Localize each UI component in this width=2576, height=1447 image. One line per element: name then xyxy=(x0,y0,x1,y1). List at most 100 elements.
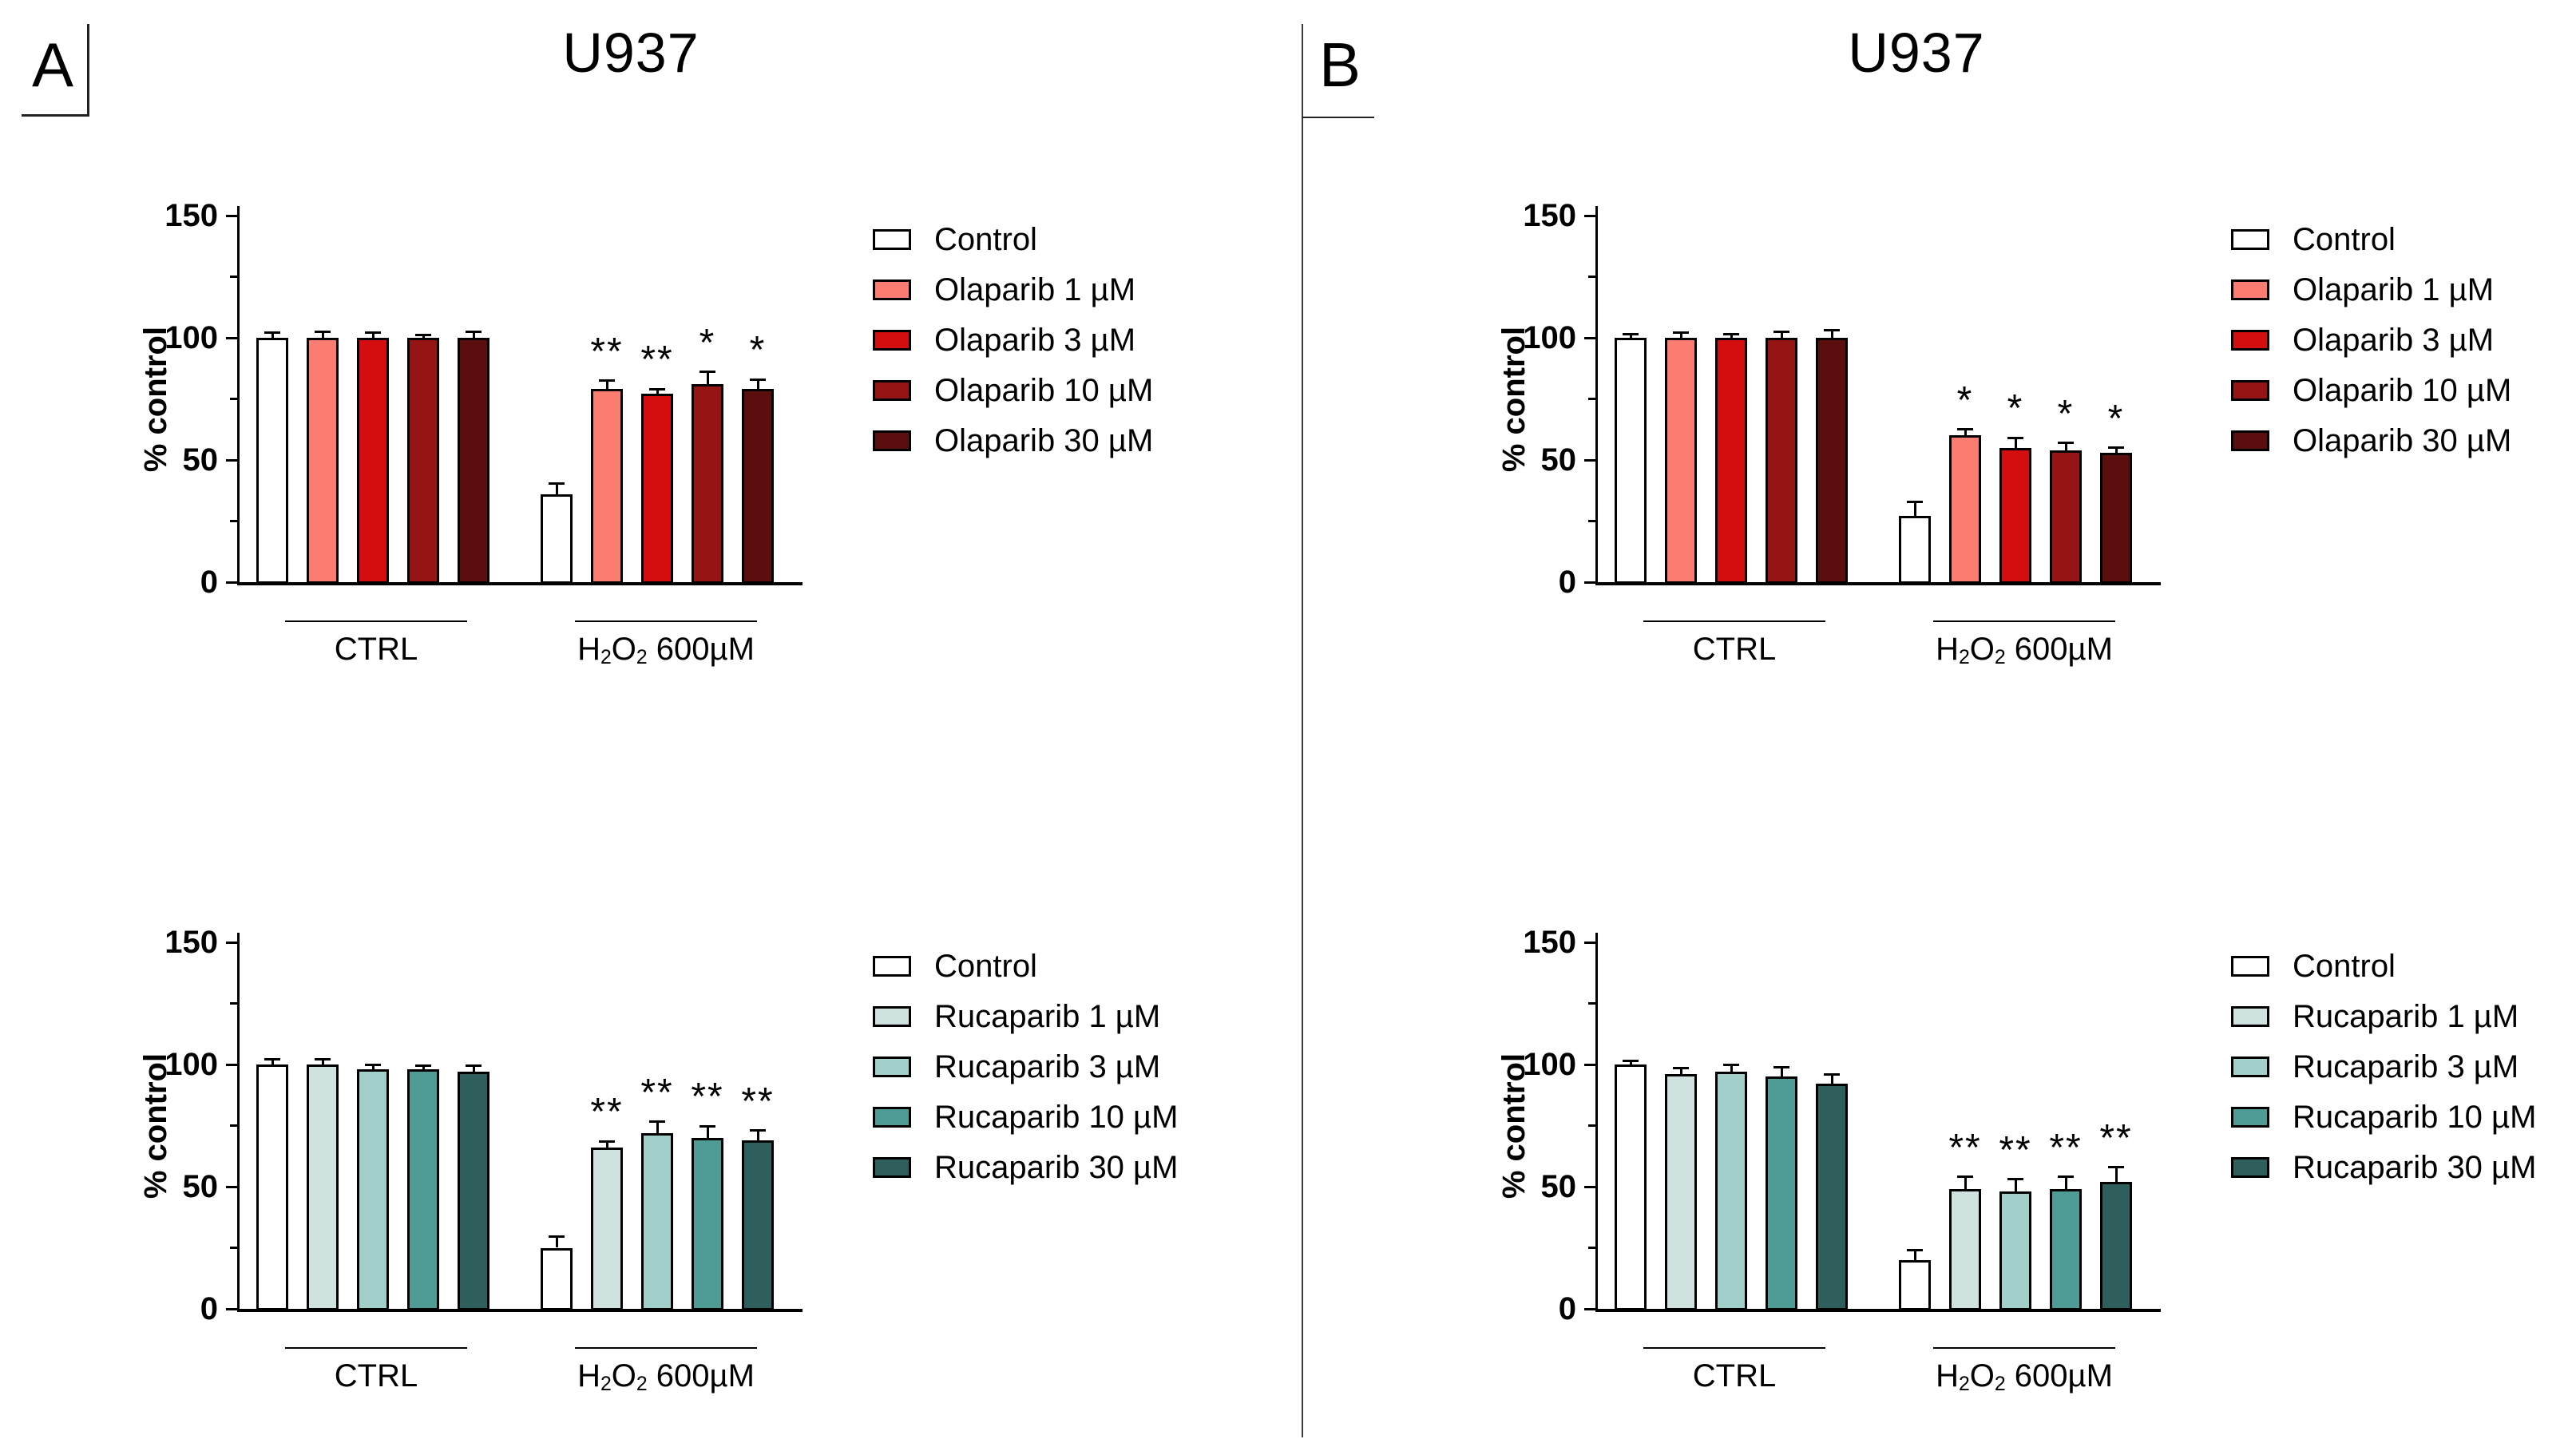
label-text: O xyxy=(611,632,636,667)
bar-rucaparib-3-m-h2o2 xyxy=(641,1132,673,1310)
y-axis-tick-label: 50 xyxy=(1540,442,1577,478)
legend-label: Olaparib 10 µM xyxy=(2293,373,2512,408)
label-text: 600µM xyxy=(647,632,755,667)
x-axis xyxy=(1595,1309,2161,1312)
legend-swatch xyxy=(2231,279,2269,300)
y-axis-minor-tick xyxy=(230,1002,237,1005)
label-text: 600µM xyxy=(2005,632,2113,667)
bar-olaparib-1-m-h2o2 xyxy=(591,389,623,584)
bar-rucaparib-1-m-ctrl xyxy=(1665,1074,1697,1310)
error-bar-line xyxy=(371,1064,375,1070)
legend-label: Olaparib 1 µM xyxy=(2293,272,2495,307)
panel-b-underline xyxy=(1302,117,1374,118)
y-axis-major-tick xyxy=(1584,941,1595,944)
legend-swatch xyxy=(2231,1157,2269,1178)
error-bar-cap xyxy=(599,1140,615,1143)
y-axis-minor-tick xyxy=(1588,276,1595,278)
x-axis xyxy=(237,1309,803,1312)
bar-control-h2o2 xyxy=(541,494,573,584)
error-bar-line xyxy=(1913,1250,1916,1260)
error-bar-cap xyxy=(365,331,381,335)
error-bar-line xyxy=(2014,438,2017,448)
error-bar-cap xyxy=(1673,331,1689,335)
label-text: H xyxy=(1936,1358,1959,1393)
error-bar-line xyxy=(271,332,274,338)
bar-olaparib-30-m-ctrl xyxy=(1816,338,1848,584)
y-axis-tick-label: 100 xyxy=(1523,1047,1576,1082)
error-bar-line xyxy=(472,331,475,338)
group-underline xyxy=(575,620,757,622)
error-bar-cap xyxy=(1773,1065,1789,1068)
bar-rucaparib-1-m-h2o2 xyxy=(1949,1189,1981,1310)
group-underline xyxy=(1933,620,2115,622)
bar-rucaparib-30-m-ctrl xyxy=(458,1072,489,1310)
error-bar-line xyxy=(1629,1060,1632,1064)
error-bar-cap xyxy=(699,1124,715,1128)
subscript-text: 2 xyxy=(1994,1374,2006,1396)
error-bar-line xyxy=(1913,501,1916,517)
label-text: CTRL xyxy=(334,1358,418,1393)
panel-b-letter: B xyxy=(1319,30,1361,100)
error-bar-line xyxy=(2114,447,2118,453)
label-text: O xyxy=(1969,1358,1995,1393)
panel-separator-line xyxy=(1302,24,1303,1437)
y-axis xyxy=(237,933,240,1309)
group-label-h2o2: H2O2 600µM xyxy=(1904,1358,2144,1398)
significance-stars: ** xyxy=(691,1076,724,1119)
error-bar-cap xyxy=(2007,436,2023,439)
error-bar-line xyxy=(756,1130,759,1140)
legend-label: Rucaparib 3 µM xyxy=(2293,1049,2519,1084)
group-underline xyxy=(1933,1347,2115,1349)
error-bar-line xyxy=(555,1236,558,1248)
bar-olaparib-1-m-h2o2 xyxy=(1949,435,1981,584)
y-axis-minor-tick xyxy=(230,1124,237,1127)
bar-olaparib-30-m-ctrl xyxy=(458,338,489,584)
legend-label: Rucaparib 30 µM xyxy=(934,1150,1179,1185)
y-axis-tick-label: 0 xyxy=(1558,1291,1576,1326)
bar-olaparib-10-m-ctrl xyxy=(1766,338,1797,584)
group-label-ctrl: CTRL xyxy=(1615,1358,1854,1393)
y-axis xyxy=(1595,206,1598,582)
y-axis-title: % control xyxy=(1496,1053,1532,1199)
bar-olaparib-10-m-ctrl xyxy=(407,338,439,584)
label-text: H xyxy=(577,632,600,667)
y-axis-tick-label: 100 xyxy=(1523,320,1576,355)
bar-rucaparib-3-m-h2o2 xyxy=(1999,1191,2031,1310)
error-bar-line xyxy=(756,379,759,390)
label-text: CTRL xyxy=(1692,1358,1777,1393)
group-label-h2o2: H2O2 600µM xyxy=(546,632,786,672)
bar-olaparib-1-m-ctrl xyxy=(1665,338,1697,584)
label-text: O xyxy=(1969,632,1995,667)
error-bar-line xyxy=(371,332,375,338)
panel-b-title: U937 xyxy=(1848,22,1985,84)
y-axis-major-tick xyxy=(226,581,237,584)
group-label-ctrl: CTRL xyxy=(256,1358,496,1393)
error-bar-cap xyxy=(264,331,280,335)
significance-stars: ** xyxy=(1999,1128,2032,1171)
legend-swatch xyxy=(2231,956,2269,977)
error-bar-cap xyxy=(466,1064,482,1068)
subscript-text: 2 xyxy=(1958,647,1970,669)
y-axis-tick-label: 0 xyxy=(200,565,218,600)
label-text: 600µM xyxy=(647,1358,755,1393)
bar-olaparib-3-m-ctrl xyxy=(1715,338,1747,584)
error-bar-cap xyxy=(750,1129,766,1132)
x-axis xyxy=(1595,582,2161,585)
error-bar-cap xyxy=(599,379,615,383)
group-label-h2o2: H2O2 600µM xyxy=(1904,632,2144,672)
group-underline xyxy=(285,1347,467,1349)
significance-stars: ** xyxy=(640,339,674,382)
group-underline xyxy=(575,1347,757,1349)
error-bar-line xyxy=(2114,1167,2118,1182)
error-bar-cap xyxy=(2108,446,2124,450)
y-axis-major-tick xyxy=(1584,581,1595,584)
error-bar-line xyxy=(321,1059,324,1064)
y-axis-tick-label: 150 xyxy=(1523,925,1576,960)
bar-olaparib-3-m-h2o2 xyxy=(641,394,673,584)
significance-stars: * xyxy=(2107,397,2125,440)
error-bar-cap xyxy=(1623,332,1639,335)
bar-control-ctrl xyxy=(1615,338,1647,584)
error-bar-line xyxy=(472,1065,475,1072)
subscript-text: 2 xyxy=(636,1374,648,1396)
